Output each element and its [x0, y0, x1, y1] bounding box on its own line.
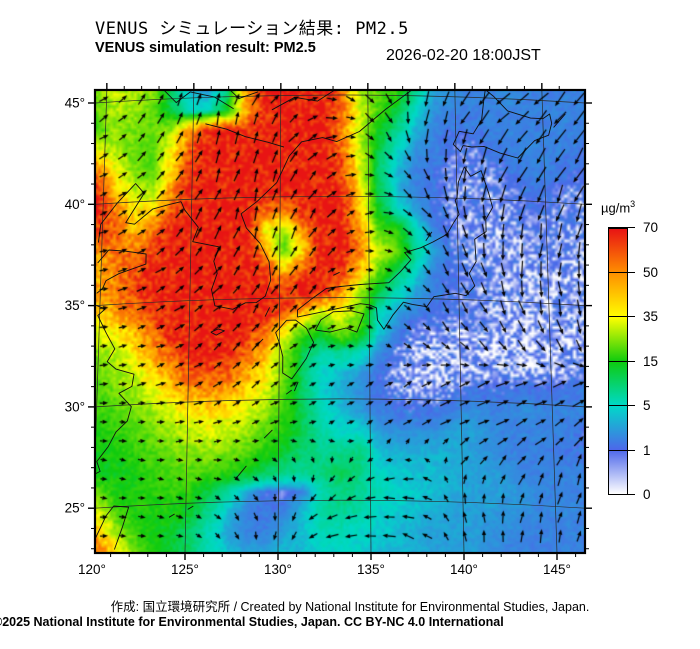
footer-credit: 作成: 国立環境研究所 / Created by National Instit…: [110, 600, 590, 614]
lat-axis-label: 40°: [65, 197, 85, 212]
colorbar-tick-mark: [608, 494, 635, 496]
colorbar-tick-mark: [608, 360, 635, 362]
map-panel: [95, 90, 585, 553]
colorbar-tick-label: 5: [643, 398, 651, 413]
colorbar-tick-mark: [608, 227, 635, 229]
colorbar-tick-mark: [608, 316, 635, 318]
lat-axis-label: 45°: [65, 96, 85, 111]
lat-axis-label: 25°: [65, 501, 85, 516]
lat-axis-label: 35°: [65, 298, 85, 313]
colorbar-tick-mark: [608, 449, 635, 451]
colorbar-tick-label: 15: [643, 353, 659, 369]
colorbar-tick-label: 35: [643, 309, 659, 324]
colorbar-tick-label: 1: [643, 442, 651, 458]
colorbar-tick-label: 70: [643, 220, 659, 235]
page-title-english: VENUS simulation result: PM2.5: [95, 40, 316, 56]
lon-axis-label: 130°: [264, 562, 292, 577]
colorbar-tick-label: 0: [643, 487, 651, 502]
lon-axis-label: 140°: [450, 562, 478, 577]
lon-axis-label: 120°: [78, 562, 106, 577]
colorbar-tick-mark: [608, 271, 635, 273]
colorbar-tick-label: 50: [643, 264, 659, 280]
colorbar-tick-mark: [608, 405, 635, 407]
lon-axis-label: 125°: [171, 562, 199, 577]
lat-axis-label: 30°: [65, 399, 85, 414]
colorbar-unit-label: µg/m3: [601, 199, 636, 216]
forecast-timestamp: 2026-02-20 18:00JST: [386, 47, 541, 64]
lon-axis-label: 145°: [543, 562, 571, 577]
lon-axis-label: 135°: [357, 562, 385, 577]
footer-copyright: ©2025 National Institute for Environment…: [0, 615, 504, 629]
wind-arrows-canvas: [95, 90, 585, 553]
page-title-japanese: VENUS シミュレーション結果: PM2.5: [95, 19, 409, 39]
